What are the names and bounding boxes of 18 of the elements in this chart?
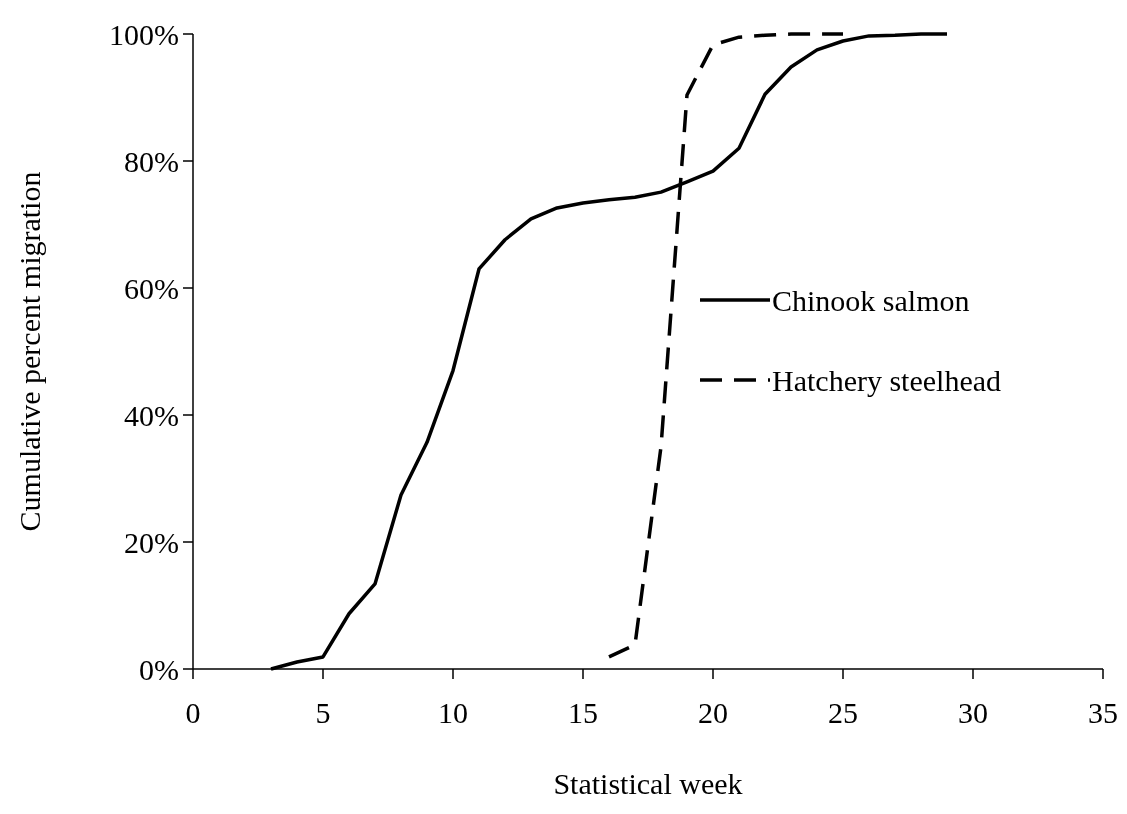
- legend-label: Chinook salmon: [772, 283, 970, 317]
- x-tick-label: 15: [568, 696, 598, 729]
- x-tick-label: 35: [1088, 696, 1118, 729]
- y-tick-label: 80%: [124, 144, 179, 178]
- y-tick-label: 60%: [124, 271, 179, 305]
- legend-label: Hatchery steelhead: [772, 363, 1002, 397]
- x-tick-label: 25: [828, 696, 858, 729]
- y-tick-label: 0%: [139, 652, 179, 686]
- x-axis-title: Statistical week: [553, 767, 743, 800]
- y-axis-title: Cumulative percent migration: [13, 171, 46, 532]
- x-tick-label: 20: [698, 696, 728, 729]
- x-tick-label: 10: [438, 696, 468, 729]
- x-tick-label: 5: [315, 696, 331, 729]
- x-tick-label: 30: [958, 696, 988, 729]
- x-tick-label: 0: [185, 696, 201, 729]
- y-tick-label: 20%: [124, 525, 179, 559]
- y-tick-label: 100%: [109, 17, 179, 51]
- y-tick-label: 40%: [124, 398, 179, 432]
